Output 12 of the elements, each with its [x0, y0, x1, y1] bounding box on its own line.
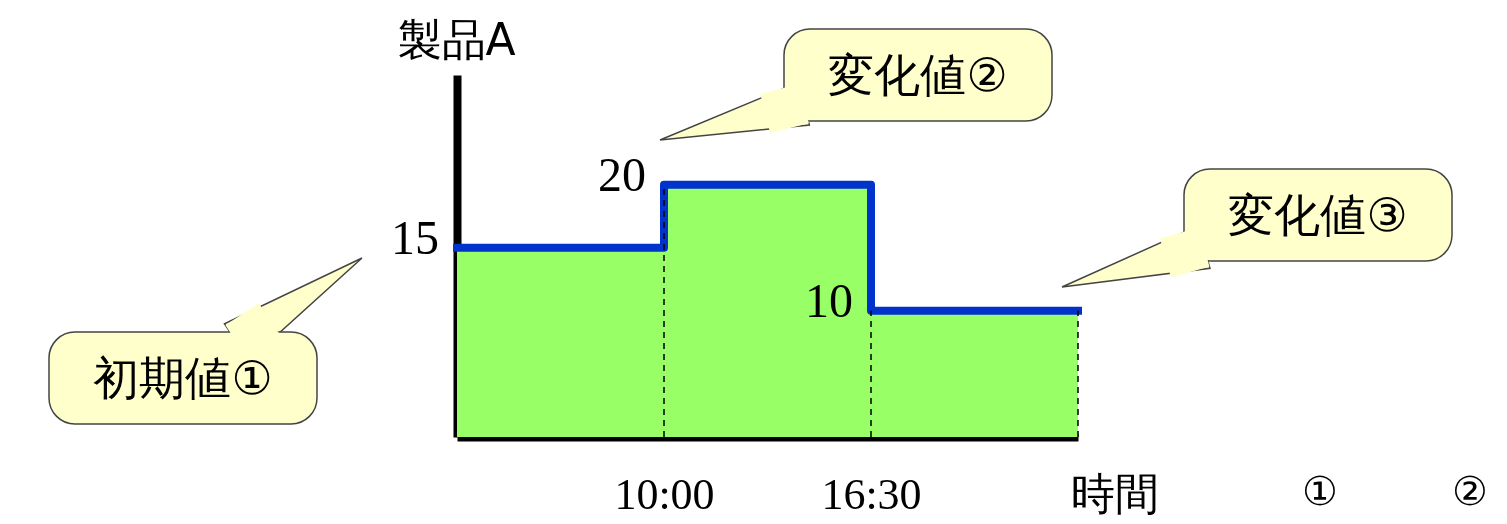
text: ② [1452, 469, 1488, 514]
data-label: 20 [598, 147, 646, 201]
y-axis-title: 製品A [397, 13, 516, 65]
x-tick-label: 10:00 [614, 469, 715, 519]
x-axis-title: 時間 [1070, 467, 1159, 519]
text: 変化値③ [1228, 188, 1408, 242]
text: 初期値① [93, 351, 273, 405]
x-tick-label: 16:30 [821, 469, 922, 519]
data-label: 10 [805, 273, 853, 327]
text: ① [1302, 469, 1338, 514]
data-label: 15 [391, 210, 439, 264]
annotation: 変化値② [828, 48, 1008, 102]
